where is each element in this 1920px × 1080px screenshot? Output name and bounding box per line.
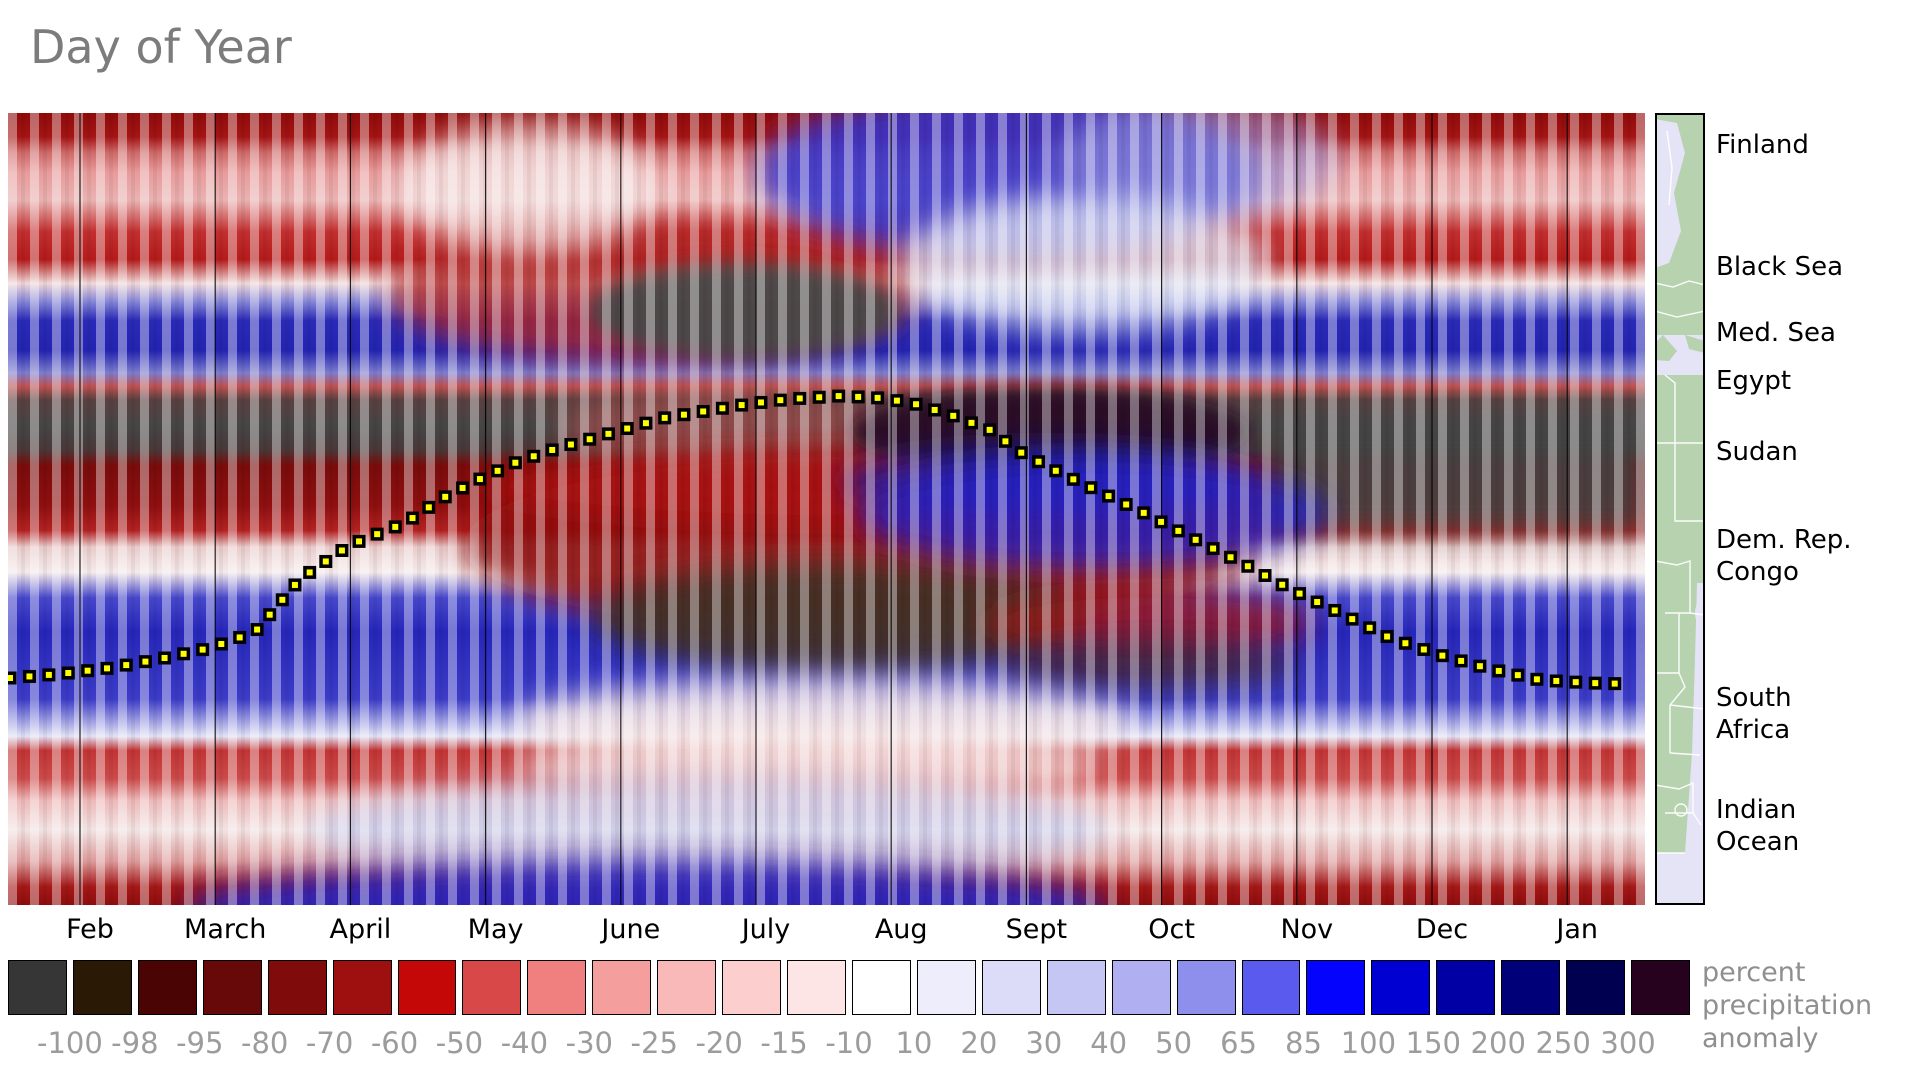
month-label-march: March: [184, 914, 267, 945]
region-label-black-sea: Black Sea: [1716, 252, 1844, 282]
colorbar-tick--15: -15: [760, 1026, 808, 1060]
colorbar-swatch: [72, 960, 132, 1015]
region-label-med-sea: Med. Sea: [1716, 318, 1836, 348]
colorbar-swatch: [267, 960, 327, 1015]
colorbar-swatch: [722, 960, 782, 1015]
colorbar-swatch: [1306, 960, 1366, 1015]
colorbar-tick--10: -10: [825, 1026, 873, 1060]
heatmap-plot: [8, 113, 1645, 905]
month-label-may: May: [467, 914, 524, 945]
colorbar-swatch: [137, 960, 197, 1015]
colorbar-tick--98: -98: [111, 1026, 159, 1060]
region-label-dem-rep-congo: Dem. Rep. Congo: [1716, 525, 1852, 587]
colorbar-swatch: [202, 960, 262, 1015]
month-label-april: April: [329, 914, 392, 945]
colorbar-tick-10: 10: [895, 1026, 933, 1060]
colorbar-swatch: [1501, 960, 1561, 1015]
month-label-feb: Feb: [66, 914, 114, 945]
region-label-sudan: Sudan: [1716, 437, 1798, 467]
colorbar-tick-300: 300: [1600, 1026, 1656, 1060]
month-label-jan: Jan: [1556, 914, 1598, 945]
colorbar-swatch: [332, 960, 392, 1015]
colorbar-swatch: [1566, 960, 1626, 1015]
colorbar-tick-65: 65: [1220, 1026, 1257, 1060]
colorbar-swatch: [981, 960, 1041, 1015]
colorbar-tick--80: -80: [241, 1026, 289, 1060]
heatmap-stripe-texture: [8, 113, 1645, 905]
month-label-nov: Nov: [1280, 914, 1334, 945]
colorbar-swatch: [1371, 960, 1431, 1015]
colorbar-tick-250: 250: [1535, 1026, 1591, 1060]
colorbar-swatch: [397, 960, 457, 1015]
region-label-finland: Finland: [1716, 130, 1809, 160]
month-label-july: July: [741, 914, 791, 945]
colorbar-tick--40: -40: [500, 1026, 549, 1060]
month-label-june: June: [601, 914, 661, 945]
colorbar-tick--100: -100: [37, 1026, 103, 1060]
colorbar-tick-20: 20: [960, 1026, 998, 1060]
colorbar-tick--30: -30: [565, 1026, 613, 1060]
colorbar-swatch: [1436, 960, 1496, 1015]
month-label-oct: Oct: [1148, 914, 1195, 945]
month-label-sept: Sept: [1005, 914, 1068, 945]
colorbar-tick--50: -50: [435, 1026, 484, 1060]
colorbar-tick-100: 100: [1340, 1026, 1397, 1060]
colorbar-swatch: [462, 960, 522, 1015]
colorbar-swatch: [1046, 960, 1106, 1015]
colorbar-tick-30: 30: [1025, 1026, 1063, 1060]
colorbar-swatch: [657, 960, 717, 1015]
month-label-aug: Aug: [874, 914, 928, 945]
colorbar-swatch: [1111, 960, 1171, 1015]
region-label-egypt: Egypt: [1716, 366, 1792, 396]
region-label-indian-ocean: Indian Ocean: [1716, 795, 1800, 857]
map-strip: [1655, 113, 1705, 905]
page-title: Day of Year: [30, 20, 292, 74]
colorbar-swatch: [787, 960, 846, 1015]
colorbar-swatch: [527, 960, 587, 1015]
region-label-south-africa: South Africa: [1716, 683, 1792, 745]
colorbar-tick--60: -60: [370, 1026, 419, 1060]
colorbar-tick--20: -20: [695, 1026, 743, 1060]
colorbar-swatch: [851, 960, 911, 1015]
colorbar-tick--25: -25: [630, 1026, 678, 1060]
colorbar-swatch: [1176, 960, 1236, 1015]
colorbar-swatch: [8, 960, 67, 1015]
colorbar-tick-50: 50: [1155, 1026, 1193, 1060]
colorbar-swatch: [916, 960, 976, 1015]
colorbar-tick-150: 150: [1405, 1026, 1461, 1060]
colorbar-swatch: [1241, 960, 1301, 1015]
colorbar: [8, 960, 1690, 1015]
seasonal-track-dotted-line: [8, 389, 1622, 691]
colorbar-tick-40: 40: [1090, 1026, 1128, 1060]
month-label-dec: Dec: [1415, 914, 1469, 945]
colorbar-swatch: [592, 960, 652, 1015]
colorbar-caption: percent precipitation anomaly: [1702, 957, 1873, 1054]
month-gridlines: [79, 113, 1568, 905]
colorbar-tick--95: -95: [176, 1026, 224, 1060]
colorbar-swatch: [1631, 960, 1690, 1015]
colorbar-tick-200: 200: [1470, 1026, 1526, 1060]
colorbar-tick-85: 85: [1285, 1026, 1322, 1060]
colorbar-tick--70: -70: [305, 1026, 354, 1060]
